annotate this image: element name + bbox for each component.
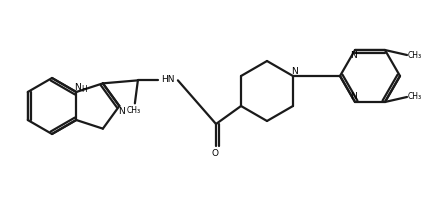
Text: N: N — [350, 92, 357, 101]
Text: CH₃: CH₃ — [127, 106, 141, 115]
Text: N: N — [118, 107, 124, 116]
Text: N: N — [350, 51, 357, 59]
Text: O: O — [211, 149, 218, 158]
Text: N: N — [74, 82, 81, 91]
Text: N: N — [291, 67, 298, 76]
Text: H: H — [81, 84, 87, 93]
Text: HN: HN — [161, 75, 174, 84]
Text: CH₃: CH₃ — [407, 51, 421, 59]
Text: CH₃: CH₃ — [407, 92, 421, 101]
